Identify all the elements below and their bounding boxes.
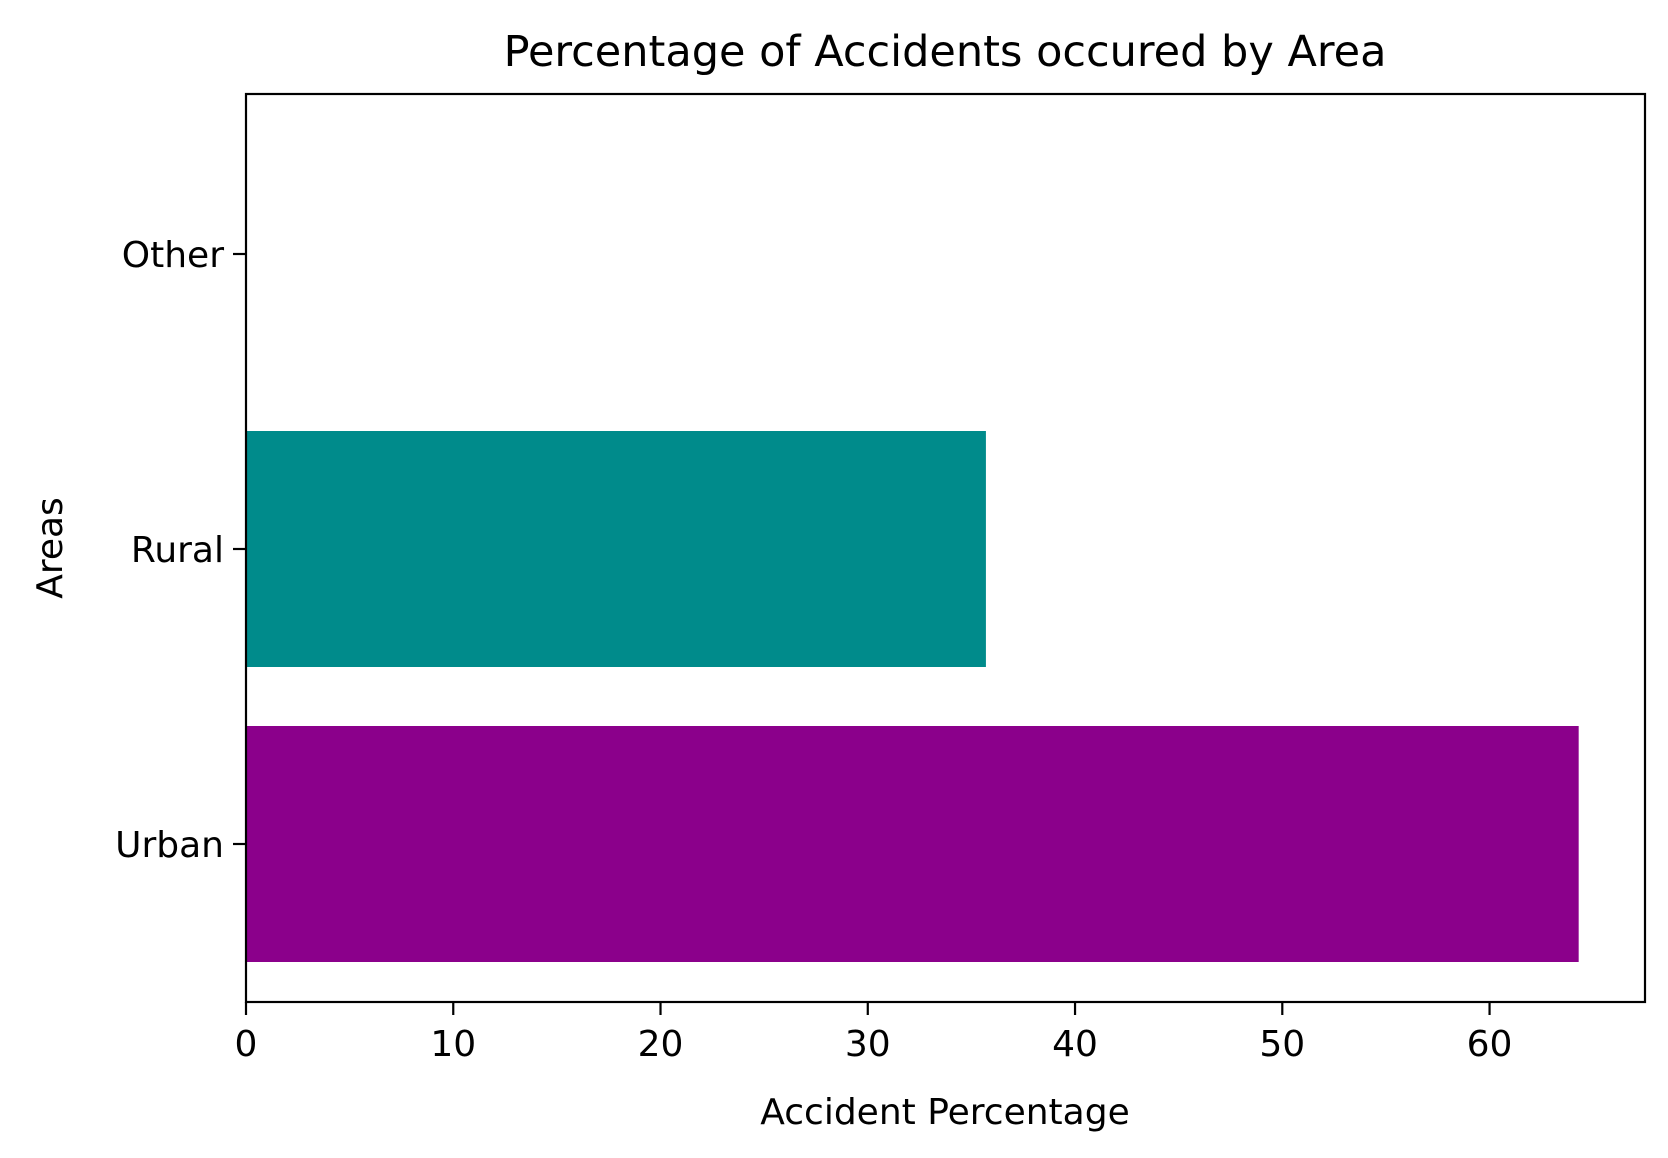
x-axis-ticks: 0 10 20 30 40 50 60	[235, 1002, 1513, 1065]
plot-area-frame	[244, 92, 1647, 1004]
x-tick-label-0: 0	[235, 1024, 258, 1065]
x-tick-label-30: 30	[845, 1024, 891, 1065]
x-tick-label-20: 20	[638, 1024, 684, 1065]
y-tick-label-other: Other	[122, 235, 224, 276]
bars-group	[246, 431, 1579, 962]
y-tick-label-rural: Rural	[131, 530, 224, 571]
y-axis-ticks: Urban Rural Other	[115, 235, 246, 866]
x-tick-label-60: 60	[1467, 1024, 1513, 1065]
chart-title: Percentage of Accidents occured by Area	[504, 27, 1387, 77]
y-tick-label-urban: Urban	[115, 825, 224, 866]
bar-urban	[246, 726, 1579, 962]
x-tick-label-10: 10	[430, 1024, 476, 1065]
y-axis-label: Areas	[30, 497, 71, 599]
x-tick-label-50: 50	[1259, 1024, 1305, 1065]
bar-rural	[246, 431, 986, 667]
x-axis-label: Accident Percentage	[760, 1092, 1129, 1133]
x-tick-label-40: 40	[1052, 1024, 1098, 1065]
